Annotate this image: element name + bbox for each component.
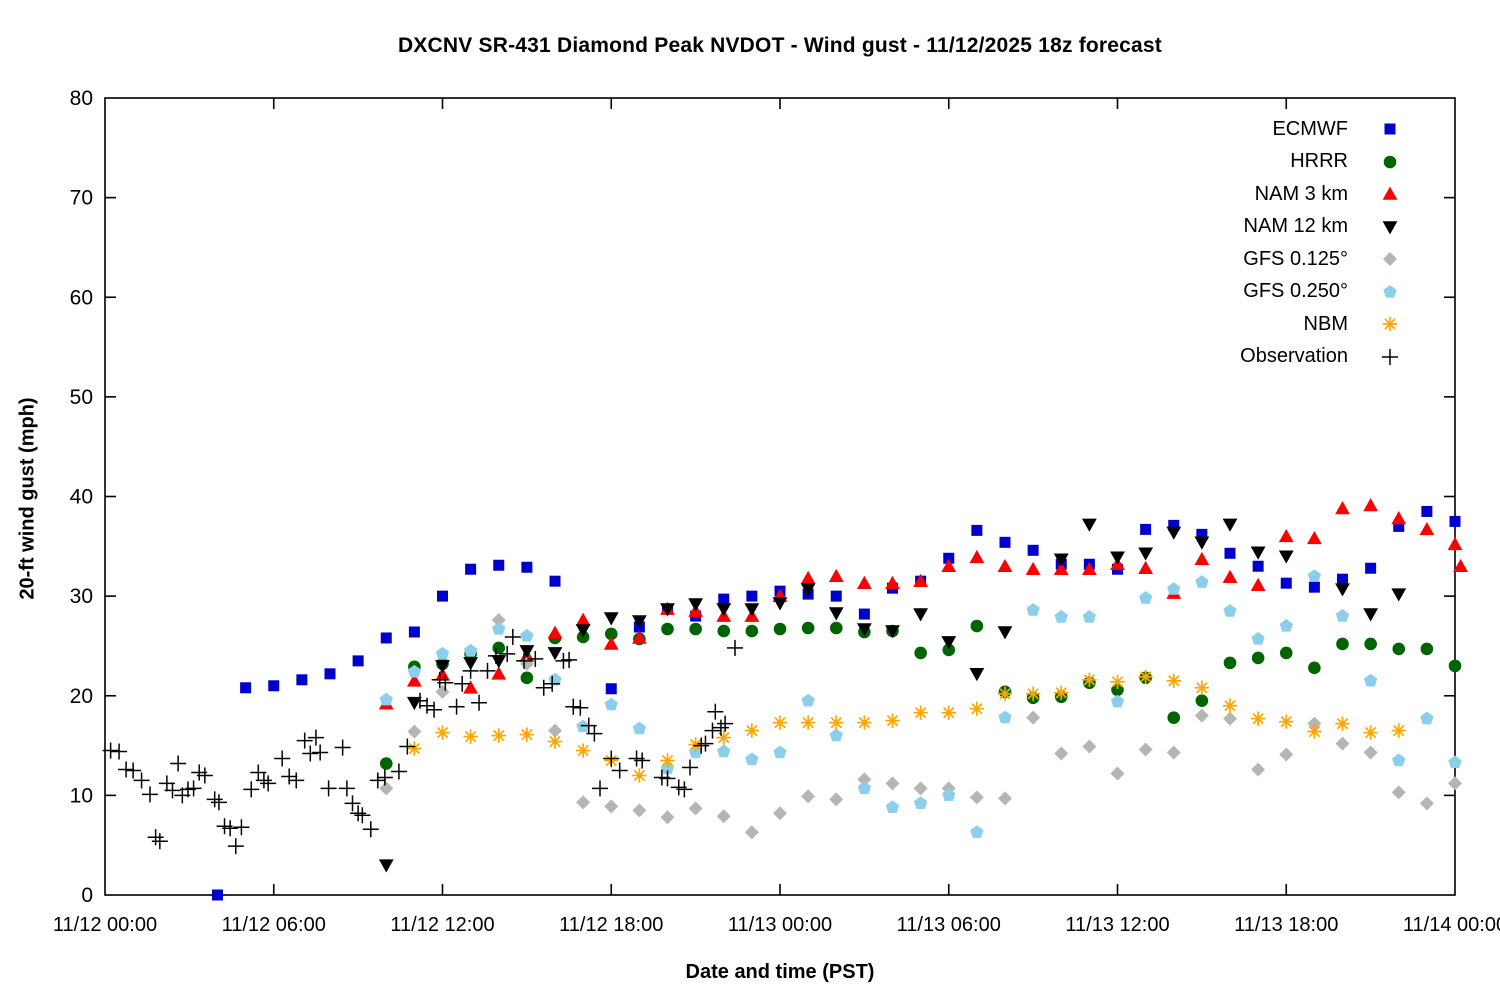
y-axis-title: 20-ft wind gust (mph) bbox=[16, 397, 39, 600]
legend-item-nam3km: NAM 3 km bbox=[1012, 178, 1432, 211]
legend-item-nbm: NBM bbox=[1012, 308, 1432, 341]
hrrr-circle-marker-icon bbox=[1383, 155, 1397, 169]
x-tick-label: 11/12 06:00 bbox=[222, 914, 326, 936]
legend-label: NAM 12 km bbox=[1243, 215, 1348, 238]
legend-label: Observation bbox=[1240, 345, 1348, 368]
y-tick-label: 30 bbox=[70, 585, 93, 608]
x-tick-label: 11/13 18:00 bbox=[1234, 914, 1338, 936]
gfs0125-diamond-marker-icon bbox=[1383, 252, 1397, 267]
x-tick-label: 11/13 00:00 bbox=[728, 914, 832, 936]
series-gfs-0-250- bbox=[379, 569, 1462, 838]
series-hrrr bbox=[379, 619, 1462, 770]
legend-label: GFS 0.125° bbox=[1243, 247, 1348, 270]
series-observation bbox=[102, 628, 743, 855]
x-tick-label: 11/12 00:00 bbox=[53, 914, 157, 936]
legend-item-gfs0250: GFS 0.250° bbox=[1012, 276, 1432, 309]
legend-label: NBM bbox=[1303, 312, 1348, 335]
legend-item-gfs0125: GFS 0.125° bbox=[1012, 243, 1432, 276]
y-tick-label: 50 bbox=[70, 386, 93, 409]
x-tick-label: 11/12 18:00 bbox=[559, 914, 663, 936]
x-tick-label: 11/13 12:00 bbox=[1065, 914, 1169, 936]
y-tick-label: 60 bbox=[70, 286, 93, 309]
legend-label: NAM 3 km bbox=[1254, 182, 1348, 205]
nbm-asterisk-marker-icon bbox=[1382, 317, 1398, 332]
gfs0250-pentagon-marker-icon bbox=[1383, 284, 1397, 298]
series-nam-12-km bbox=[378, 518, 1407, 873]
x-axis-title: Date and time (PST) bbox=[685, 961, 875, 983]
series-nam-3-km bbox=[378, 498, 1469, 710]
legend-label: GFS 0.250° bbox=[1243, 280, 1348, 303]
y-tick-label: 10 bbox=[70, 784, 93, 807]
legend-item-nam12km: NAM 12 km bbox=[1012, 211, 1432, 244]
y-tick-label: 40 bbox=[70, 486, 93, 509]
legend-label: ECMWF bbox=[1272, 117, 1348, 140]
legend-item-ecmwf: ECMWF bbox=[1012, 113, 1432, 146]
legend-label: HRRR bbox=[1290, 150, 1348, 173]
chart-title: DXCNV SR-431 Diamond Peak NVDOT - Wind g… bbox=[397, 34, 1163, 57]
y-tick-label: 70 bbox=[70, 187, 93, 210]
y-tick-label: 20 bbox=[70, 685, 93, 708]
ecmwf-square-marker-icon bbox=[1384, 123, 1396, 135]
y-tick-label: 80 bbox=[70, 87, 93, 110]
legend: ECMWF HRRR NAM 3 km NAM 12 km GFS 0.125°… bbox=[1012, 113, 1432, 373]
series-nbm bbox=[407, 669, 1406, 783]
series-ecmwf bbox=[212, 505, 1461, 901]
nam12km-triangle-down-marker-icon bbox=[1382, 220, 1398, 235]
x-tick-label: 11/12 12:00 bbox=[390, 914, 494, 936]
legend-item-observation: Observation bbox=[1012, 341, 1432, 374]
legend-item-hrrr: HRRR bbox=[1012, 146, 1432, 179]
y-tick-label: 0 bbox=[81, 884, 93, 907]
observation-plus-marker-icon bbox=[1382, 348, 1398, 365]
x-tick-label: 11/14 00:00 bbox=[1403, 914, 1500, 936]
nam3km-triangle-up-marker-icon bbox=[1382, 186, 1398, 201]
x-tick-label: 11/13 06:00 bbox=[897, 914, 1001, 936]
